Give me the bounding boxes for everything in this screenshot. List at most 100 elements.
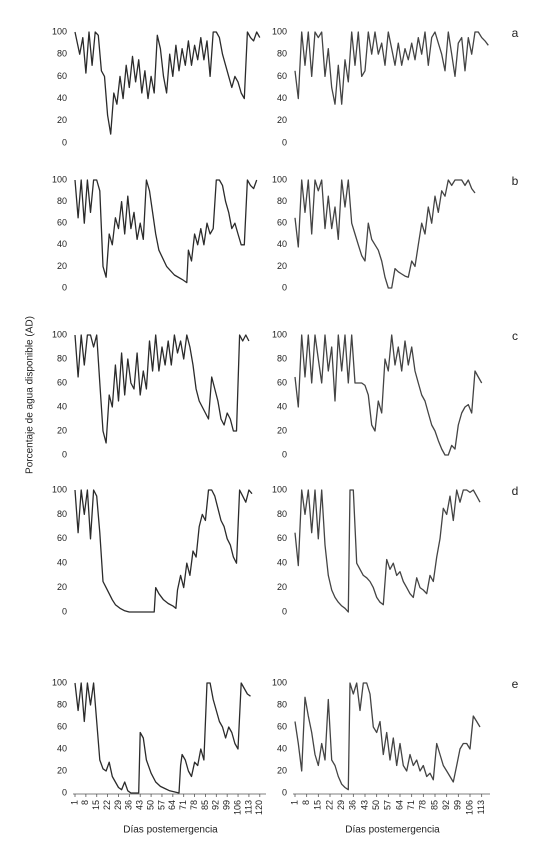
x-tick-label: 57 [383, 800, 393, 810]
x-axis-title: Días postemergencia [123, 825, 218, 836]
x-tick-label: 22 [102, 800, 112, 810]
x-tick-label: 64 [394, 800, 404, 810]
x-tick-label: 8 [301, 800, 311, 805]
x-tick-label: 15 [313, 800, 323, 810]
x-tick-label: 71 [178, 800, 188, 810]
y-tick-label: 60 [57, 533, 67, 543]
x-tick-label: 85 [429, 800, 439, 810]
y-tick-label: 100 [272, 484, 287, 494]
y-tick-label: 60 [277, 377, 287, 387]
y-tick-label: 20 [57, 425, 67, 435]
data-line [294, 489, 481, 613]
x-tick-label: 99 [222, 800, 232, 810]
panel-letter: c [512, 329, 518, 343]
y-tick-label: 20 [277, 425, 287, 435]
x-tick-label: 8 [80, 800, 90, 805]
data-line [74, 334, 250, 444]
y-tick-label: 20 [57, 261, 67, 271]
x-tick-label: 92 [211, 800, 221, 810]
y-tick-label: 40 [277, 743, 287, 753]
y-tick-label: 40 [57, 558, 67, 568]
y-tick-label: 80 [57, 699, 67, 709]
data-line [294, 179, 476, 289]
x-tick-label: 113 [476, 800, 486, 814]
y-tick-label: 0 [62, 449, 67, 459]
x-tick-label: 92 [441, 800, 451, 810]
y-tick-label: 60 [277, 721, 287, 731]
x-tick-label: 50 [371, 800, 381, 810]
y-tick-label: 60 [57, 218, 67, 228]
y-tick-label: 20 [277, 582, 287, 592]
x-tick-label: 113 [243, 800, 253, 814]
x-tick-label: 50 [145, 800, 155, 810]
y-tick-label: 0 [62, 606, 67, 616]
x-tick-label: 36 [124, 800, 134, 810]
x-tick-label: 15 [91, 800, 101, 810]
y-tick-label: 100 [272, 174, 287, 184]
panel-letter: b [512, 174, 519, 188]
y-tick-label: 80 [277, 49, 287, 59]
y-tick-label: 40 [277, 239, 287, 249]
y-tick-label: 80 [57, 509, 67, 519]
x-tick-label: 22 [324, 800, 334, 810]
y-tick-label: 60 [277, 218, 287, 228]
y-tick-label: 20 [277, 765, 287, 775]
y-tick-label: 40 [277, 401, 287, 411]
y-tick-label: 60 [57, 377, 67, 387]
data-line [74, 179, 258, 284]
panel-letter: a [512, 26, 519, 40]
y-tick-label: 40 [57, 401, 67, 411]
y-tick-label: 80 [277, 353, 287, 363]
y-tick-label: 40 [57, 239, 67, 249]
y-tick-label: 60 [277, 71, 287, 81]
x-tick-label: 29 [113, 800, 123, 810]
data-line [74, 31, 261, 135]
y-tick-label: 60 [277, 533, 287, 543]
y-tick-label: 100 [52, 677, 67, 687]
x-tick-label: 43 [135, 800, 145, 810]
data-line [294, 682, 481, 791]
y-tick-label: 100 [272, 677, 287, 687]
x-tick-label: 78 [418, 800, 428, 810]
y-tick-label: 100 [52, 484, 67, 494]
y-tick-label: 100 [272, 329, 287, 339]
y-tick-label: 100 [52, 174, 67, 184]
panel-letter: d [512, 484, 519, 498]
x-tick-label: 36 [348, 800, 358, 810]
panel-letter: e [512, 677, 519, 691]
y-tick-label: 20 [277, 115, 287, 125]
y-tick-label: 0 [62, 137, 67, 147]
y-tick-label: 20 [57, 765, 67, 775]
data-line [294, 31, 489, 105]
x-tick-label: 120 [254, 800, 264, 815]
y-tick-label: 100 [272, 26, 287, 36]
y-tick-label: 100 [52, 26, 67, 36]
y-tick-label: 0 [282, 282, 287, 292]
x-tick-label: 1 [289, 800, 299, 805]
y-tick-label: 0 [62, 787, 67, 797]
y-tick-label: 20 [57, 582, 67, 592]
y-tick-label: 80 [277, 699, 287, 709]
x-tick-label: 106 [232, 800, 242, 815]
y-tick-label: 40 [277, 558, 287, 568]
y-tick-label: 0 [282, 787, 287, 797]
x-tick-label: 43 [359, 800, 369, 810]
y-tick-label: 60 [57, 721, 67, 731]
y-tick-label: 0 [282, 606, 287, 616]
x-tick-label: 106 [464, 800, 474, 815]
y-tick-label: 20 [277, 261, 287, 271]
x-tick-label: 99 [453, 800, 463, 810]
y-tick-label: 100 [52, 329, 67, 339]
y-tick-label: 40 [277, 93, 287, 103]
y-tick-label: 0 [62, 282, 67, 292]
y-tick-label: 40 [57, 93, 67, 103]
y-tick-label: 80 [277, 196, 287, 206]
x-tick-label: 1 [69, 800, 79, 805]
y-tick-label: 60 [57, 71, 67, 81]
data-line [294, 334, 483, 456]
y-tick-label: 80 [57, 353, 67, 363]
y-tick-label: 80 [277, 509, 287, 519]
x-axis-title: Días postemergencia [345, 825, 440, 836]
x-tick-label: 85 [200, 800, 210, 810]
